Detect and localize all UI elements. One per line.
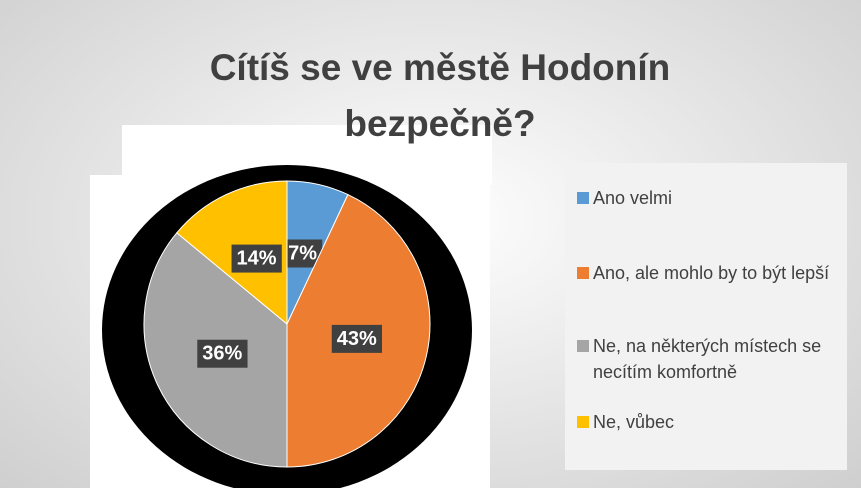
legend-label: Ne, na některých místech se necítím komf…	[593, 336, 822, 382]
legend-label: Ano velmi	[593, 188, 673, 208]
legend-label: Ne, vůbec	[593, 412, 675, 432]
data-label-box	[231, 244, 282, 273]
legend-label: Ano, ale mohlo by to být lepší	[593, 263, 830, 283]
data-label: 36%	[202, 343, 242, 365]
legend-item: Ano velmi	[577, 185, 847, 211]
legend-item: Ano, ale mohlo by to být lepší	[577, 260, 847, 286]
legend-swatch	[577, 267, 589, 279]
legend: Ano velmi Ano, ale mohlo by to být lepší N…	[565, 163, 847, 470]
data-label-box	[331, 324, 383, 353]
chart-title: Cítíš se ve městě Hodonín bezpečně?	[209, 47, 671, 144]
legend-item: Ne, na některých místech se necítím komf…	[577, 333, 847, 385]
data-label: 14%	[237, 248, 277, 270]
legend-swatch	[577, 340, 589, 352]
legend-swatch	[577, 416, 589, 428]
data-label: 7%	[288, 243, 317, 265]
legend-swatch	[577, 192, 589, 204]
data-label: 43%	[337, 328, 377, 350]
data-label-box	[197, 339, 248, 368]
legend-item: Ne, vůbec	[577, 409, 847, 435]
